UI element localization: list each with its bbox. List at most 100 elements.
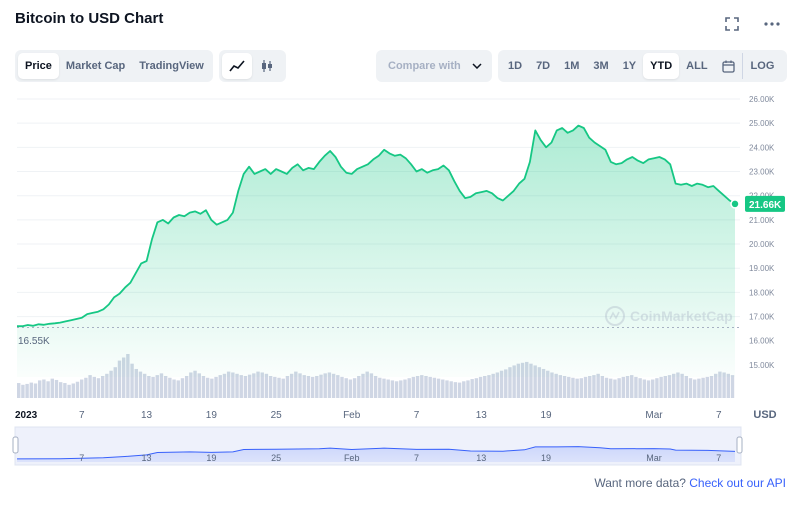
price-line [17, 124, 736, 328]
volume-bar [676, 372, 680, 398]
volume-bar [184, 376, 189, 398]
tab-market-cap[interactable]: Market Cap [65, 60, 126, 72]
volume-bar [588, 376, 592, 398]
volume-bar [84, 377, 88, 398]
volume-bar [449, 381, 453, 398]
range-1d[interactable]: 1D [508, 60, 523, 72]
volume-bar [235, 373, 239, 398]
x-tick-label: Feb [343, 410, 361, 421]
volume-bar [651, 379, 655, 398]
volume-bar [730, 375, 735, 398]
volume-bar [310, 376, 315, 398]
volume-bar [214, 376, 218, 398]
volume-bar [709, 376, 714, 398]
navigator-right-handle[interactable] [736, 436, 743, 454]
volume-bar [630, 375, 634, 398]
y-tick-label: 24.00K [749, 143, 775, 152]
more-options-icon[interactable] [761, 13, 783, 35]
volume-bar [323, 373, 327, 398]
volume-bar [294, 371, 298, 398]
volume-bar [508, 367, 512, 398]
volume-bar [705, 376, 710, 398]
range-ytd[interactable]: YTD [643, 53, 680, 79]
volume-bar [558, 375, 563, 398]
navigator-line [16, 446, 736, 460]
y-axis: 26.00K25.00K24.00K23.00K22.00K21.00K20.0… [749, 95, 775, 370]
volume-bar [361, 373, 365, 398]
volume-bar [193, 370, 197, 398]
y-tick-label: 19.00K [749, 264, 775, 273]
volume-bar [210, 378, 214, 398]
x-tick-label: 7 [716, 410, 722, 421]
volume-bar [42, 379, 46, 398]
range-1y[interactable]: 1Y [622, 60, 637, 72]
price-chart[interactable]: CoinMarketCap 26.00K25.00K24.00K23.00K22… [0, 90, 798, 470]
volume-bar [281, 378, 285, 398]
tab-price[interactable]: Price [18, 53, 59, 79]
volume-bar [571, 377, 575, 398]
volume-bar [71, 383, 75, 398]
range-all[interactable]: ALL [686, 60, 708, 72]
api-promo-text: Want more data? [594, 476, 686, 490]
volume-bar [453, 382, 458, 398]
volume-bar [226, 371, 231, 398]
compare-with-select[interactable]: Compare with [376, 50, 492, 82]
volume-bar [487, 375, 491, 398]
volume-bar [327, 372, 332, 398]
range-1m[interactable]: 1M [564, 60, 580, 72]
volume-bar [138, 371, 143, 398]
y-tick-label: 15.00K [749, 361, 775, 370]
volume-bar [315, 376, 319, 398]
y-tick-label: 26.00K [749, 95, 775, 104]
volume-bar [205, 377, 210, 398]
range-7d[interactable]: 7D [536, 60, 551, 72]
volume-bar [667, 375, 672, 398]
range-navigator[interactable]: 7 13 19 25 Feb 7 13 19 Mar 7 [12, 426, 743, 466]
volume-bar [642, 379, 647, 398]
x-tick-label: 7 [414, 410, 420, 421]
x-tick-label: 13 [141, 410, 153, 421]
tab-tradingview[interactable]: TradingView [139, 60, 204, 72]
volume-bar [478, 376, 483, 398]
line-chart-button[interactable] [222, 53, 252, 79]
volume-bar [688, 378, 693, 398]
volume-bar [596, 373, 600, 398]
navigator-area [17, 446, 735, 462]
volume-bar [306, 376, 311, 398]
volume-bar [495, 372, 500, 398]
navigator-left-handle[interactable] [12, 436, 19, 454]
volume-bar [386, 379, 390, 398]
volume-bar [58, 382, 63, 398]
volume-bar [29, 382, 33, 398]
api-link[interactable]: Check out our API [689, 476, 786, 490]
volume-bar [134, 368, 138, 398]
volume-bar [365, 371, 369, 398]
volume-bar [33, 383, 38, 398]
volume-bar [546, 370, 550, 398]
y-tick-label: 17.00K [749, 313, 775, 322]
volume-bar [285, 376, 290, 398]
x-tick-label: 19 [206, 410, 218, 421]
volume-bar [394, 381, 399, 398]
volume-bar [256, 371, 260, 398]
y-tick-label: 20.00K [749, 240, 775, 249]
volume-bar [264, 373, 269, 398]
volume-bar [613, 379, 617, 398]
volume-bar [441, 379, 445, 398]
start-price-label: 16.55K [18, 336, 50, 347]
x-tick-label: 19 [540, 410, 552, 421]
volume-bar [348, 379, 353, 398]
fullscreen-icon[interactable] [721, 13, 743, 35]
page-title: Bitcoin to USD Chart [15, 10, 164, 27]
date-picker-button[interactable] [715, 53, 743, 79]
current-price-label: 21.66K [749, 200, 782, 211]
volume-bar [483, 376, 487, 398]
calendar-icon [721, 60, 735, 73]
volume-bar [88, 375, 92, 398]
log-scale-toggle[interactable]: LOG [750, 60, 775, 72]
volume-bar [21, 384, 25, 398]
candlestick-button[interactable] [252, 53, 282, 79]
volume-bar [189, 372, 193, 398]
range-3m[interactable]: 3M [593, 60, 609, 72]
volume-bar [474, 378, 479, 398]
